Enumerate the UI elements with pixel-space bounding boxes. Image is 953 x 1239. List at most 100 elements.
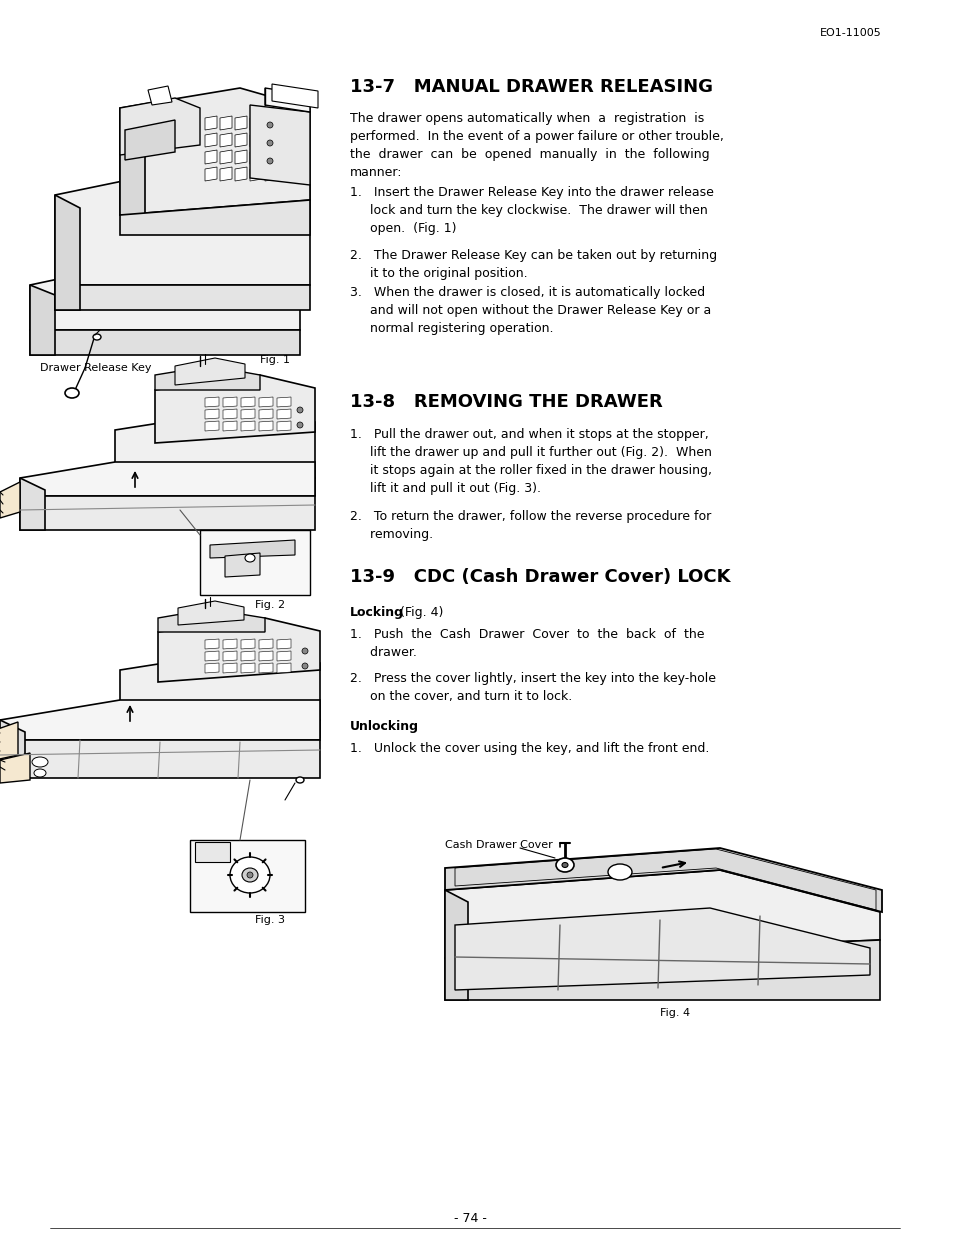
Ellipse shape xyxy=(607,864,631,880)
Polygon shape xyxy=(280,116,292,130)
Polygon shape xyxy=(234,167,247,181)
Ellipse shape xyxy=(34,769,46,777)
Polygon shape xyxy=(210,540,294,558)
Polygon shape xyxy=(258,396,273,406)
Polygon shape xyxy=(115,408,314,478)
Polygon shape xyxy=(205,421,219,431)
Polygon shape xyxy=(225,553,260,577)
Polygon shape xyxy=(120,720,319,738)
Bar xyxy=(194,843,230,862)
Polygon shape xyxy=(0,482,20,518)
Polygon shape xyxy=(276,396,291,406)
Polygon shape xyxy=(0,720,25,778)
Polygon shape xyxy=(223,396,236,406)
Bar xyxy=(200,530,310,595)
Ellipse shape xyxy=(267,159,273,164)
Polygon shape xyxy=(234,133,247,147)
Polygon shape xyxy=(148,85,172,105)
Polygon shape xyxy=(220,116,232,130)
Polygon shape xyxy=(154,375,314,444)
Text: Cash Drawer Cover: Cash Drawer Cover xyxy=(444,840,552,850)
Polygon shape xyxy=(241,650,254,660)
Ellipse shape xyxy=(230,857,270,893)
Text: Fig. 4: Fig. 4 xyxy=(659,1009,689,1018)
Polygon shape xyxy=(444,870,879,958)
Polygon shape xyxy=(444,940,879,1000)
Ellipse shape xyxy=(296,422,303,427)
Text: Fig. 3: Fig. 3 xyxy=(254,914,285,926)
Polygon shape xyxy=(205,150,216,164)
Text: Fig. 2: Fig. 2 xyxy=(254,600,285,610)
Text: - 74 -: - 74 - xyxy=(454,1212,486,1225)
Polygon shape xyxy=(223,650,236,660)
Polygon shape xyxy=(241,663,254,673)
Polygon shape xyxy=(258,650,273,660)
Polygon shape xyxy=(0,722,18,760)
Polygon shape xyxy=(280,133,292,147)
Polygon shape xyxy=(30,330,299,356)
Polygon shape xyxy=(158,610,265,632)
Polygon shape xyxy=(223,639,236,649)
Polygon shape xyxy=(265,116,276,130)
Polygon shape xyxy=(20,478,45,530)
Bar xyxy=(190,840,305,912)
Text: 13-7   MANUAL DRAWER RELEASING: 13-7 MANUAL DRAWER RELEASING xyxy=(350,78,712,95)
Polygon shape xyxy=(223,421,236,431)
Polygon shape xyxy=(223,663,236,673)
Polygon shape xyxy=(20,496,314,530)
Polygon shape xyxy=(276,663,291,673)
Polygon shape xyxy=(258,663,273,673)
Text: 13-8   REMOVING THE DRAWER: 13-8 REMOVING THE DRAWER xyxy=(350,393,662,411)
Polygon shape xyxy=(444,890,468,1000)
Text: 2.   The Drawer Release Key can be taken out by returning
     it to the origina: 2. The Drawer Release Key can be taken o… xyxy=(350,249,717,280)
Polygon shape xyxy=(158,618,319,681)
Polygon shape xyxy=(220,167,232,181)
Polygon shape xyxy=(120,88,310,216)
Text: Unlocking: Unlocking xyxy=(350,720,418,733)
Polygon shape xyxy=(241,639,254,649)
Polygon shape xyxy=(205,133,216,147)
Ellipse shape xyxy=(92,335,101,339)
Text: 1.   Insert the Drawer Release Key into the drawer release
     lock and turn th: 1. Insert the Drawer Release Key into th… xyxy=(350,186,713,235)
Polygon shape xyxy=(265,150,276,164)
Ellipse shape xyxy=(556,857,574,872)
Polygon shape xyxy=(30,250,299,330)
Polygon shape xyxy=(205,396,219,406)
Ellipse shape xyxy=(247,872,253,878)
Polygon shape xyxy=(444,847,882,912)
Polygon shape xyxy=(265,167,276,181)
Polygon shape xyxy=(120,199,310,235)
Polygon shape xyxy=(265,133,276,147)
Text: 2.   Press the cover lightly, insert the key into the key-hole
     on the cover: 2. Press the cover lightly, insert the k… xyxy=(350,672,716,703)
Polygon shape xyxy=(258,409,273,419)
Text: 1.   Pull the drawer out, and when it stops at the stopper,
     lift the drawer: 1. Pull the drawer out, and when it stop… xyxy=(350,427,711,496)
Ellipse shape xyxy=(32,757,48,767)
Polygon shape xyxy=(234,116,247,130)
Text: 2.   To return the drawer, follow the reverse procedure for
     removing.: 2. To return the drawer, follow the reve… xyxy=(350,510,711,541)
Polygon shape xyxy=(55,285,310,310)
Polygon shape xyxy=(241,396,254,406)
Text: 3.   When the drawer is closed, it is automatically locked
     and will not ope: 3. When the drawer is closed, it is auto… xyxy=(350,286,711,335)
Polygon shape xyxy=(205,650,219,660)
Text: The drawer opens automatically when  a  registration  is
performed.  In the even: The drawer opens automatically when a re… xyxy=(350,112,723,178)
Text: (Fig. 4): (Fig. 4) xyxy=(395,606,443,620)
Polygon shape xyxy=(205,409,219,419)
Polygon shape xyxy=(0,700,319,740)
Ellipse shape xyxy=(245,554,254,563)
Ellipse shape xyxy=(302,648,308,654)
Text: EO1-11005: EO1-11005 xyxy=(820,28,881,38)
Polygon shape xyxy=(154,366,260,390)
Text: 1.   Push  the  Cash  Drawer  Cover  to  the  back  of  the
     drawer.: 1. Push the Cash Drawer Cover to the bac… xyxy=(350,628,703,659)
Polygon shape xyxy=(220,133,232,147)
Polygon shape xyxy=(0,753,30,783)
Polygon shape xyxy=(115,478,314,496)
Polygon shape xyxy=(125,120,174,160)
Polygon shape xyxy=(265,88,310,112)
Polygon shape xyxy=(178,601,244,624)
Polygon shape xyxy=(220,150,232,164)
Polygon shape xyxy=(205,663,219,673)
Ellipse shape xyxy=(267,140,273,146)
Ellipse shape xyxy=(242,869,257,882)
Ellipse shape xyxy=(267,121,273,128)
Text: 13-9   CDC (Cash Drawer Cover) LOCK: 13-9 CDC (Cash Drawer Cover) LOCK xyxy=(350,567,730,586)
